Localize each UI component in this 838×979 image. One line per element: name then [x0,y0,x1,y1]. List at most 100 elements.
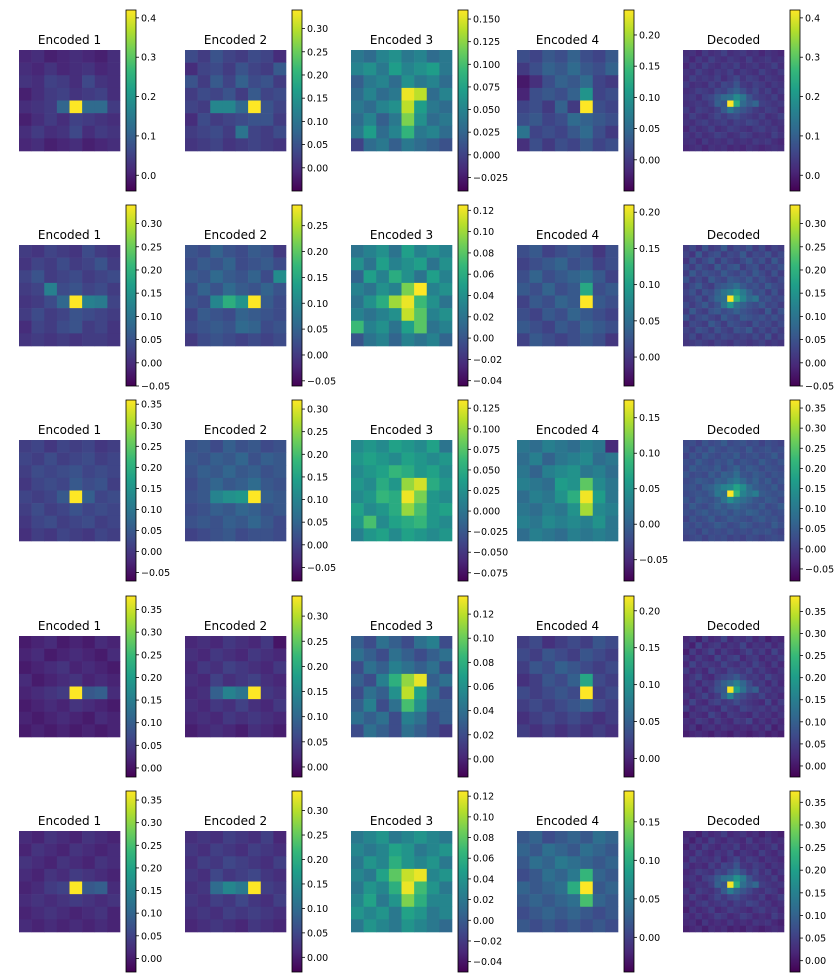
heatmap-cell [401,62,415,76]
heatmap-cell [222,661,236,675]
heatmap-cell [248,320,262,334]
heatmap-cell [388,636,402,649]
heatmap-cell [273,477,287,491]
heatmap-cell [720,440,728,447]
heatmap-cell [376,245,390,258]
heatmap-panel: Encoded 10.00.10.20.30.4 [19,9,156,192]
heatmap-cell [758,654,766,662]
heatmap-cell [388,245,402,258]
colorbar [789,204,801,387]
heatmap-cell [69,295,83,309]
heatmap-cell [746,636,753,643]
heatmap-cell [777,308,785,315]
heatmap-cell [273,50,287,63]
colorbar-tick-label: −0.05 [141,382,170,393]
colorbar-tick-label: 0.05 [141,741,162,752]
panel-title: Encoded 4 [536,619,599,633]
heatmap-cell [733,680,741,687]
heatmap-cell [752,515,760,523]
heatmap-cell [777,295,785,303]
heatmap-cell [414,75,428,89]
heatmap-cell [689,503,696,510]
heatmap-cell [695,718,703,725]
heatmap-cell [529,843,543,857]
heatmap-cell [733,831,741,838]
heatmap-cell [777,515,785,523]
heatmap-cell [426,320,440,334]
heatmap-cell [689,887,696,895]
heatmap-cell [94,673,108,687]
heatmap-cell [758,320,766,328]
heatmap-cell [554,270,568,284]
heatmap-cell [752,919,760,926]
heatmap-cell [235,245,249,258]
heatmap-cell [567,894,581,908]
heatmap-cell [248,50,262,63]
heatmap-cell [765,282,772,290]
heatmap-cell [210,490,224,504]
heatmap-cell [44,490,58,504]
heatmap-cell [401,648,415,662]
heatmap-cell [580,75,594,89]
heatmap-cell [222,295,236,309]
heatmap-cell [94,661,108,675]
heatmap-cell [44,113,58,127]
heatmap-cell [765,692,772,700]
heatmap-cell [273,308,287,322]
heatmap-cell [758,56,766,63]
heatmap-cell [567,919,581,933]
heatmap-cell [701,887,709,895]
heatmap-cell [517,868,530,882]
colorbar-tick-label: 0.25 [141,442,162,453]
heatmap-cell [351,282,364,296]
heatmap-cell [739,522,747,529]
heatmap-cell [107,881,121,895]
heatmap-cell [351,87,364,101]
heatmap-cell [222,282,236,296]
heatmap-cell [388,515,402,529]
heatmap-cell [777,534,785,542]
heatmap-cell [765,100,772,108]
heatmap-cell [765,496,772,504]
heatmap-cell [777,446,785,453]
heatmap-cell [529,856,543,870]
heatmap-cell [388,138,402,152]
heatmap-cell [567,515,581,529]
panel-title: Encoded 2 [204,423,267,437]
heatmap-cell [439,282,453,296]
heatmap-cell [69,87,83,101]
heatmap-cell [739,528,747,535]
heatmap-cell [248,100,262,114]
colorbar-tick-label: 0.25 [805,651,826,662]
colorbar-tick-label: 0.3 [141,53,156,64]
heatmap-cell [248,270,262,284]
heatmap-cell [426,673,440,687]
heatmap-cell [31,724,45,738]
heatmap-cell [363,831,377,844]
heatmap-cell [567,503,581,517]
heatmap-cell [388,686,402,700]
heatmap-cell [777,263,785,271]
heatmap-cell [554,868,568,882]
heatmap-cell [222,856,236,870]
heatmap-cell [31,856,45,870]
heatmap-cell [82,452,96,466]
heatmap-cell [758,333,766,340]
heatmap-cell [94,711,108,725]
heatmap-cell [363,282,377,296]
heatmap-cell [689,648,696,656]
heatmap-cell [733,724,741,731]
colorbar [125,399,137,582]
heatmap-cell [765,686,772,694]
heatmap-cell [592,711,606,725]
heatmap-cell [439,308,453,322]
heatmap-cell [720,465,728,472]
heatmap-cell [439,868,453,882]
heatmap-cell [273,138,287,152]
heatmap-cell [695,522,703,529]
heatmap-cell [708,925,715,933]
heatmap-cell [426,868,440,882]
heatmap-cell [777,906,785,914]
heatmap-cell [765,276,772,284]
heatmap-cell [701,503,709,510]
